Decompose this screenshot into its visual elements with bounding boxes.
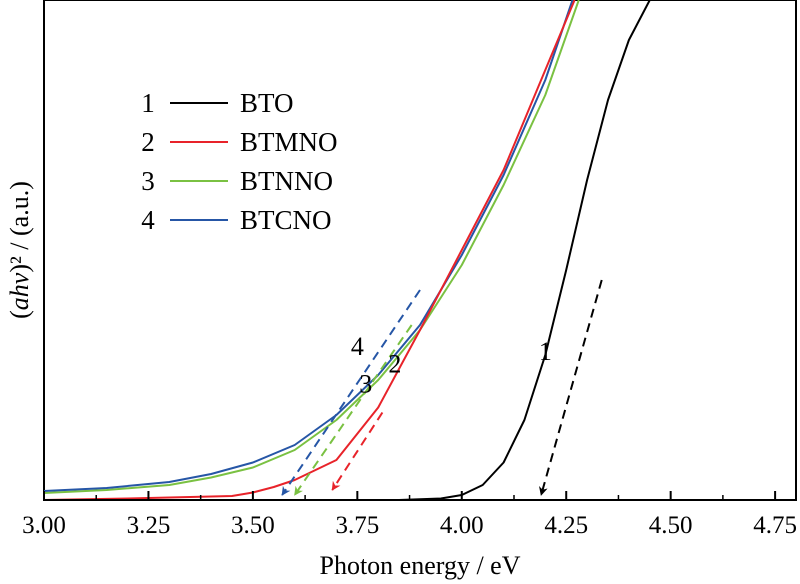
x-tick-label: 3.75 <box>335 512 379 539</box>
y-axis-label: (ahv)² / (a.u.) <box>5 181 34 319</box>
x-tick-label: 3.50 <box>231 512 275 539</box>
legend-label: BTO <box>240 88 294 118</box>
x-axis-ticks: 3.00 3.25 3.50 3.75 4.00 4.25 4.50 4.75 <box>22 491 797 539</box>
x-tick-label: 4.25 <box>544 512 588 539</box>
curve-label-4: 4 <box>351 332 364 361</box>
legend-number: 3 <box>141 166 155 196</box>
curves <box>43 0 659 501</box>
y-axis-label-italic: ahv <box>5 272 34 310</box>
tangent-BTNNO <box>293 324 413 496</box>
x-tick-label: 3.25 <box>127 512 171 539</box>
legend-number: 2 <box>141 127 155 157</box>
x-tick-label: 4.75 <box>753 512 797 539</box>
y-axis-label-prefix: ( <box>5 310 34 319</box>
tangent-BTMNO <box>331 411 384 491</box>
series-line-BTMNO <box>43 0 576 501</box>
tangent-BTCNO <box>281 289 421 496</box>
legend-number: 4 <box>141 205 155 235</box>
y-axis-label-suffix: )² / (a.u.) <box>5 181 34 273</box>
legend-label: BTMNO <box>240 127 338 157</box>
legend: 1 BTO 2 BTMNO 3 BTNNO 4 BTCNO <box>141 88 337 235</box>
tangent-lines <box>281 279 603 496</box>
series-line-BTCNO <box>43 0 574 492</box>
plot-frame <box>43 0 797 501</box>
legend-label: BTNNO <box>240 166 333 196</box>
legend-number: 1 <box>141 88 155 118</box>
curve-labels: 1 23 4 <box>351 332 552 399</box>
tangent-BTO <box>539 279 603 496</box>
series-line-BTO <box>44 0 659 501</box>
x-tick-label: 3.00 <box>22 512 66 539</box>
curve-label-3: 3 <box>359 370 372 399</box>
x-tick-label: 4.00 <box>440 512 484 539</box>
x-tick-label: 4.50 <box>649 512 693 539</box>
curve-label-1: 1 <box>539 337 552 366</box>
x-axis-label: Photon energy / eV <box>320 551 521 580</box>
series-line-BTNNO <box>43 0 580 494</box>
legend-label: BTCNO <box>240 205 332 235</box>
curve-label-2: 2 <box>388 350 401 379</box>
